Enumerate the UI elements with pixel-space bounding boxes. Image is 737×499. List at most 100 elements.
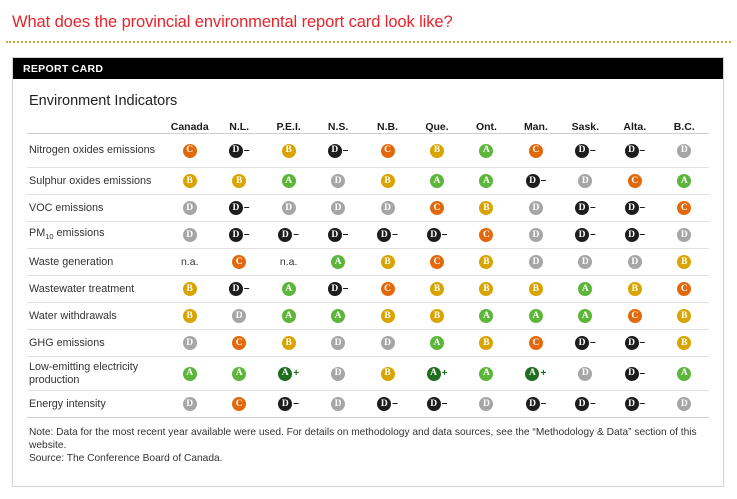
grade-badge-letter: B [182,282,197,297]
grade-badge-letter: D [327,143,342,158]
grade-cell: A [560,275,611,303]
grade-badge: B [677,309,692,324]
grade-cell: D [362,194,413,222]
grade-badge-letter: A [182,366,197,381]
grade-cell: D – [560,221,611,249]
grade-cell: D – [214,194,264,222]
grade-cell: B [412,133,462,168]
grade-cell: D [362,329,413,357]
grade-badge-modifier: – [293,229,299,241]
grade-badge: C [627,174,642,189]
grade-cell: B [659,329,709,357]
grade-badge-modifier: + [293,367,300,379]
grade-badge: D [380,201,395,216]
grade-cell: D – [313,275,363,303]
grade-badge-letter: D [677,143,692,158]
grade-badge-letter: D [528,228,543,243]
grade-badge-letter: D [578,255,593,270]
grade-badge-letter: D [528,201,543,216]
grade-cell: B [412,275,462,303]
grade-cell: D – [610,329,660,357]
grade-badge-modifier: – [639,367,646,379]
grade-badge-letter: A [479,309,494,324]
grade-cell: D – [560,329,611,357]
grade-badge: B [182,174,197,189]
grade-cell: D – [610,356,660,391]
grade-badge: D [578,255,593,270]
grade-badge-modifier: – [590,144,596,156]
grade-cell: C [511,133,561,168]
grade-badge: B [429,282,444,297]
grade-badge-modifier: – [590,337,596,349]
grade-cell: C [362,275,413,303]
environment-indicators-table: Canada N.L. P.E.I. N.S. N.B. Que. Ont. Man. Sask… [27,121,709,418]
dotted-divider [6,41,731,43]
grade-cell: D – [313,133,363,168]
grade-badge: C [380,282,395,297]
grade-cell: C [214,329,264,357]
grade-badge-letter: C [232,255,247,270]
grade-badge: B [380,174,395,189]
grade-badge: B [429,309,444,324]
table-row: Sulphur oxides emissions B B A D B A A D – D C A [27,167,709,195]
table-row: PM10 emissions D D – D – D – D – D – C D D – D – D [27,221,709,249]
grade-badge: A [677,174,692,189]
grade-badge: A [281,174,296,189]
indicator-label: Nitrogen oxides emissions [27,133,165,168]
grade-cell: B [165,302,215,330]
grade-badge-letter: B [281,336,296,351]
grade-badge-letter: D [278,228,293,243]
grade-badge-modifier: – [590,202,596,214]
table-body: Nitrogen oxides emissions C D – B D – C B A C D – D – D… [27,133,709,418]
grade-cell: A [511,302,561,330]
column-header-n-b: N.B. [362,121,413,134]
grade-badge-letter: D [281,201,296,216]
grade-badge: C [232,255,247,270]
grade-badge-modifier: – [392,398,398,410]
grade-badge-modifier: – [639,202,646,214]
table-note: Note: Data for the most recent year avai… [29,426,707,465]
grade-cell: D [313,329,363,357]
grade-badge-modifier: – [639,398,646,410]
grade-not-available: n.a. [180,256,199,268]
grade-badge-letter: A [479,143,494,158]
grade-badge-letter: A [479,366,494,381]
grade-badge: D [331,201,346,216]
grade-badge-letter: B [232,174,247,189]
grade-cell: C [659,194,709,222]
grade-badge-letter: D [575,201,590,216]
grade-cell: D [263,194,314,222]
grade-cell: C [461,221,512,249]
column-header-n-l: N.L. [214,121,264,134]
grade-cell: B [659,248,709,276]
table-row: Wastewater treatment B D – A D – C B B B A B C [27,275,709,303]
grade-cell: D – [610,221,660,249]
grade-badge-letter: D [380,201,395,216]
report-card-panel: REPORT CARD Environment Indicators Canad… [12,57,724,487]
grade-cell: B [362,356,413,391]
grade-badge-letter: D [578,174,593,189]
report-card-header-label: REPORT CARD [23,62,104,75]
page-question: What does the provincial environmental r… [12,13,453,31]
grade-badge-modifier: – [590,398,596,410]
grade-badge-modifier: – [243,229,250,241]
grade-cell: B [461,329,512,357]
grade-cell: D – [610,390,660,418]
grade-badge-modifier: – [243,202,250,214]
grade-badge-letter: C [677,201,692,216]
grade-cell: B [610,275,660,303]
grade-not-available: n.a. [279,256,298,268]
grade-cell: D [214,302,264,330]
grade-badge-letter: A [331,255,346,270]
grade-cell: A [412,167,462,195]
grade-badge: B [479,282,494,297]
grade-badge-letter: D [182,228,197,243]
grade-badge-letter: D [624,201,639,216]
grade-cell: C [362,133,413,168]
grade-badge-letter: A [528,309,543,324]
column-header-man: Man. [511,121,561,134]
grade-cell: B [214,167,264,195]
grade-badge-letter: D [377,228,392,243]
grade-cell: D – [511,167,561,195]
grade-badge: B [479,201,494,216]
